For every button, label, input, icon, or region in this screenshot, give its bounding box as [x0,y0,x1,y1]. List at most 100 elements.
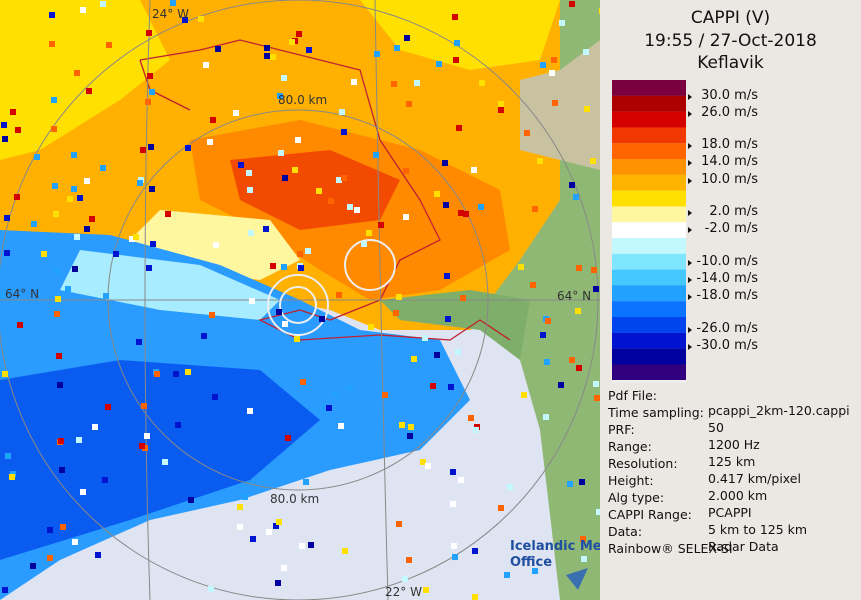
legend-tick [688,260,692,266]
speckle-pixel [581,556,587,562]
speckle-pixel [215,46,221,52]
speckle-pixel [102,477,108,483]
info-label: PRF: [608,422,635,437]
speckle-pixel [84,178,90,184]
info-value: 2.000 km [708,488,768,503]
speckle-pixel [434,191,440,197]
speckle-pixel [17,322,23,328]
speckle-pixel [303,479,309,485]
speckle-pixel [434,352,440,358]
speckle-pixel [498,101,504,107]
legend-label: -10.0 m/s [696,254,758,269]
speckle-pixel [175,422,181,428]
speckle-pixel [436,61,442,67]
speckle-pixel [444,273,450,279]
speckle-pixel [328,198,334,204]
speckle-pixel [209,312,215,318]
lat-label: 64° N [5,287,39,301]
speckle-pixel [593,381,599,387]
speckle-pixel [558,382,564,388]
land [520,40,600,170]
speckle-pixel [47,555,53,561]
legend-tick [688,94,692,100]
speckle-pixel [594,395,600,401]
info-label: Time sampling: [608,405,704,420]
speckle-pixel [203,62,209,68]
speckle-pixel [74,70,80,76]
speckle-pixel [41,251,47,257]
speckle-pixel [543,414,549,420]
speckle-pixel [86,88,92,94]
speckle-pixel [212,394,218,400]
speckle-pixel [150,241,156,247]
speckle-pixel [198,16,204,22]
echo-area [360,0,560,70]
speckle-pixel [306,47,312,53]
speckle-pixel [173,371,179,377]
speckle-pixel [454,40,460,46]
info-value: PCAPPI [708,505,752,520]
speckle-pixel [396,294,402,300]
speckle-pixel [521,392,527,398]
color-band [612,111,686,128]
speckle-pixel [403,168,409,174]
info-row: Data: Radar Data [608,524,779,554]
speckle-pixel [450,469,456,475]
speckle-pixel [332,391,338,397]
speckle-pixel [67,196,73,202]
echo-area [60,250,280,320]
speckle-pixel [297,251,303,257]
speckle-pixel [382,392,388,398]
speckle-pixel [504,572,510,578]
speckle-pixel [455,349,461,355]
speckle-pixel [452,14,458,20]
speckle-pixel [54,311,60,317]
speckle-pixel [207,139,213,145]
speckle-pixel [569,1,575,7]
speckle-pixel [165,211,171,217]
lon-label: 24° W [152,7,189,21]
site: Keflavik [697,53,764,73]
speckle-pixel [580,536,586,542]
speckle-pixel [599,8,600,14]
color-band [612,238,686,254]
no-data-band [612,380,686,383]
speckle-pixel [319,316,325,322]
info-row: Pdf File: pcappi_2km-120.cappi [608,388,850,418]
legend-label: -18.0 m/s [696,288,758,303]
speckle-pixel [71,152,77,158]
range-rings [0,0,600,600]
color-band [612,80,686,96]
speckle-pixel [59,467,65,473]
speckle-pixel [420,459,426,465]
speckle-pixel [336,292,342,298]
speckle-pixel [233,110,239,116]
legend-label: 14.0 m/s [701,154,758,169]
speckle-pixel [170,0,176,6]
logo-mark [566,568,588,590]
speckle-pixel [2,136,8,142]
speckle-pixel [9,474,15,480]
speckle-pixel [452,554,458,560]
speckle-pixel [238,162,244,168]
speckle-pixel [479,80,485,86]
speckle-pixel [338,423,344,429]
legend-tick [688,210,692,216]
info-row: Alg type: PCAPPI [608,490,752,520]
color-band [612,222,686,239]
speckle-pixel [453,57,459,63]
speckle-pixel [336,177,342,183]
color-bar [612,80,686,383]
speckle-pixel [549,70,555,76]
speckle-pixel [92,424,98,430]
speckle-pixel [404,35,410,41]
speckle-pixel [136,339,142,345]
speckle-pixel [213,242,219,248]
speckle-pixel [154,371,160,377]
info-row: CAPPI Range: 5 km to 125 km [608,507,807,537]
speckle-pixel [339,109,345,115]
speckle-pixel [569,357,575,363]
color-band [612,95,686,112]
legend-tick [688,111,692,117]
speckle-pixel [4,250,10,256]
